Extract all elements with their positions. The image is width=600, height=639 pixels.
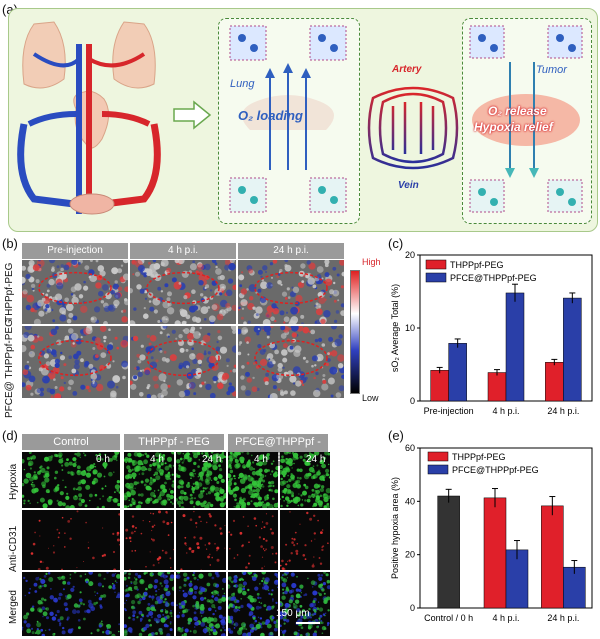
colorbar-low-label: Low [362,393,379,403]
x-tick-label: 4 h p.i. [492,406,519,416]
circulation-illustration [17,21,161,215]
if-image-cd31-2 [176,510,226,570]
hypoxia-relief-label: Hypoxia relief [474,120,553,134]
legend-swatch [425,259,447,270]
bar-THPPpf-PEG-1 [487,372,507,402]
colorbar-high-label: High [362,257,381,267]
pa-image-thpp-0 [22,260,128,324]
bar-Control-0 [437,495,460,609]
legend-swatch [427,451,449,462]
time-label: 4 h [150,454,164,465]
chart-c: 0 10 20 sO₂ Average Total (%) Pre-injection 4… [390,250,593,416]
d-row-label-cd31: Anti-CD31 [8,525,19,572]
x-tick-label: 4 h p.i. [492,613,519,623]
if-image-cd31-1 [124,510,174,570]
if-image-cd31-4 [280,510,330,570]
b-row-label-pfce: PFCE@ THPPpf-PEG [4,319,15,418]
bar-THPPpf-PEG-0 [430,370,449,402]
if-image-hyp-2 [176,452,226,508]
legend-label: THPPpf-PEG [450,260,504,270]
x-tick-label: 24 h p.i. [547,406,579,416]
bar-THPPpf-PEG-2 [541,505,564,609]
pa-image-pfce-2 [238,326,344,398]
if-image-merge-4 [280,572,330,636]
y-axis-label: Positive hypoxia area (%) [390,477,400,579]
panel-e-label: (e) [388,428,404,443]
if-image-hyp-0 [22,452,120,508]
tumor-label: Tumor [536,64,567,76]
tumor-shape [69,193,115,215]
if-image-hyp-1 [124,452,174,508]
artery-vein-loop-illustration [367,86,459,170]
if-image-merge-3 [228,572,278,636]
lung-loading-illustration [229,25,347,213]
scale-bar-label: 150 μm [276,608,310,619]
d-row-label-merged: Merged [8,590,19,624]
pa-image-thpp-2 [238,260,344,324]
time-label: 24 h [306,454,326,465]
colorbar [350,270,360,394]
y-tick-label: 20 [405,250,415,260]
x-tick-label: Pre-injection [424,406,474,416]
x-tick-label: Control / 0 h [424,613,473,623]
legend-label: THPPpf-PEG [452,452,506,462]
lung-label: Lung [230,78,255,90]
bar-PFCE@THPPpf-PEG-0 [448,343,467,402]
if-image-cd31-0 [22,510,120,570]
y-tick-label: 0 [410,396,415,406]
if-image-hyp-4 [280,452,330,508]
legend-swatch [425,272,447,283]
time-label: 24 h [202,454,222,465]
o2-release-label: O₂ release [488,104,547,118]
o2-loading-label: O₂ loading [238,108,303,123]
b-header-pre-injection: Pre-injection [22,243,128,259]
d-header-control: Control [22,434,120,450]
time-label: 4 h [254,454,268,465]
right-lung-shape [112,21,156,89]
y-tick-label: 10 [405,323,415,333]
b-row-label-thpp: THPPpf-PEG [4,262,15,322]
y-tick-label: 20 [405,550,415,560]
legend-label: PFCE@THPPpf-PEG [452,465,539,475]
x-tick-label: 24 h p.i. [547,613,579,623]
legend-label: PFCE@THPPpf-PEG [450,273,537,283]
d-header-thpp: THPPpf - PEG [124,434,224,450]
pa-image-thpp-1 [130,260,236,324]
artery-label: Artery [392,64,422,75]
hollow-arrow-icon [173,100,212,130]
chart-e: 0 20 40 60 Positive hypoxia area (%) Control … [390,443,593,623]
bar-THPPpf-PEG-1 [483,497,507,609]
panel-c-label: (c) [388,236,404,251]
y-axis-label: sO₂ Average Total (%) [390,284,400,372]
pa-image-pfce-0 [22,326,128,398]
b-header-24h: 24 h p.i. [238,243,344,259]
if-image-merge-0 [22,572,120,636]
b-header-4h: 4 h p.i. [130,243,236,259]
legend-swatch [427,464,449,475]
vein-label: Vein [398,180,419,191]
bar-PFCE@THPPpf-PEG-2 [563,297,582,402]
if-image-hyp-3 [228,452,278,508]
if-image-merge-1 [124,572,174,636]
if-image-merge-2 [176,572,226,636]
left-lung-shape [22,21,66,89]
panel-b-label: (b) [2,236,18,251]
if-image-cd31-3 [228,510,278,570]
bar-PFCE@THPPpf-PEG-1 [505,292,525,402]
y-tick-label: 0 [410,603,415,613]
bar-THPPpf-PEG-2 [545,362,564,402]
panel-d-label: (d) [2,428,18,443]
scale-bar-line [296,622,320,624]
y-tick-label: 60 [405,443,415,453]
pa-image-pfce-1 [130,326,236,398]
d-row-label-hypoxia: Hypoxia [8,463,19,500]
y-tick-label: 40 [405,496,415,506]
time-label: 0 h [96,454,110,465]
tumor-release-illustration [469,25,583,213]
